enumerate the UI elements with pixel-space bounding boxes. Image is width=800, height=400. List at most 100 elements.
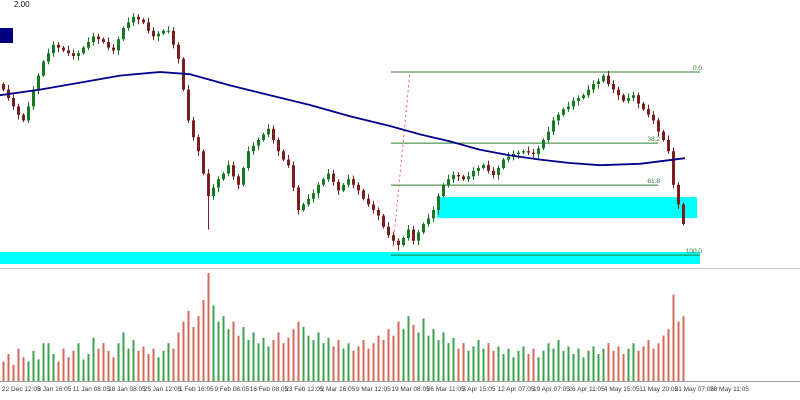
x-axis-label: 25 Jan 12:05	[144, 386, 182, 393]
candle-body	[127, 22, 130, 28]
candle-body	[412, 229, 415, 241]
candle-body	[537, 148, 540, 154]
x-axis-label: 19 Mar 08:05	[391, 386, 430, 393]
volume-bar	[602, 348, 605, 381]
volume-bar	[82, 359, 85, 381]
volume-bar	[237, 335, 240, 381]
candle-body	[487, 165, 490, 171]
candle-body	[507, 156, 510, 160]
candle-body	[502, 159, 505, 168]
candle-body	[332, 173, 335, 182]
volume-bar	[217, 321, 220, 381]
volume-bar	[437, 339, 440, 381]
candle-body	[287, 159, 290, 166]
candle-body	[252, 145, 255, 152]
candle-body	[492, 170, 495, 175]
candle-body	[337, 182, 340, 191]
candle-body	[307, 198, 310, 205]
candle-body	[552, 120, 555, 132]
candle-body	[107, 42, 110, 48]
volume-bar	[127, 348, 130, 381]
dotted-trendline[interactable]	[392, 71, 411, 247]
volume-bar	[562, 350, 565, 381]
candle-body	[452, 175, 455, 180]
candle-body	[527, 151, 530, 153]
candle-body	[657, 120, 660, 132]
candle-body	[87, 42, 90, 48]
volume-bar	[482, 348, 485, 381]
x-axis-label: 19 Apr 07:05	[533, 386, 570, 393]
fib-level-label: 38.2	[647, 136, 660, 143]
volume-bar	[517, 350, 520, 381]
candle-body	[372, 204, 375, 210]
candle-body	[12, 98, 15, 107]
volume-bar	[677, 321, 680, 381]
candle-body	[167, 30, 170, 32]
candle-body	[427, 218, 430, 224]
moving-average-line[interactable]	[0, 71, 686, 167]
volume-bar	[567, 346, 570, 381]
x-axis-label: 3 Jan 16:05	[37, 386, 71, 393]
x-axis-label: 3 Apr 15:05	[462, 386, 496, 393]
candle-body	[187, 89, 190, 121]
volume-bar	[597, 354, 600, 381]
candle-body	[462, 176, 465, 180]
volume-bar	[142, 346, 145, 381]
moving-average-layer	[0, 71, 686, 167]
candle-body	[367, 198, 370, 205]
volume-bar	[67, 357, 70, 381]
volume-bar	[507, 348, 510, 381]
candle-body	[437, 196, 440, 210]
candle-body	[377, 210, 380, 216]
candle-body	[97, 36, 100, 40]
volume-bar	[492, 350, 495, 381]
volume-bar	[62, 348, 65, 381]
highlight-zone[interactable]	[0, 252, 700, 265]
volume-bar	[417, 332, 420, 381]
candle-body	[22, 114, 25, 121]
volume-bar	[402, 329, 405, 381]
candle-body	[467, 176, 470, 180]
volume-bar	[77, 343, 80, 381]
volume-bar	[277, 332, 280, 381]
candle-body	[347, 179, 350, 185]
candle-body	[317, 184, 320, 194]
volume-bar	[22, 357, 25, 381]
volume-bar	[232, 321, 235, 381]
volume-bar	[87, 354, 90, 381]
volume-bar	[167, 343, 170, 381]
volume-bar	[202, 300, 205, 381]
x-axis-label: 26 Mar 11:05	[427, 386, 465, 393]
candle-body	[72, 53, 75, 56]
x-axis-label: 18 Jan 08:05	[108, 386, 146, 393]
candle-body	[257, 140, 260, 146]
volume-bar	[332, 346, 335, 381]
volume-bar	[447, 343, 450, 381]
candle-body	[207, 173, 210, 196]
volume-bar	[382, 339, 385, 381]
volume-bar	[257, 343, 260, 381]
candle-body	[622, 95, 625, 101]
volume-bar	[647, 339, 650, 381]
candle-body	[222, 173, 225, 180]
candle-body	[267, 128, 270, 135]
candle-body	[547, 131, 550, 140]
candle-body	[357, 184, 360, 191]
x-axis-label: 12 Apr 07:05	[498, 386, 535, 393]
candle-body	[147, 22, 150, 31]
x-axis-label: 1 Feb 16:05	[179, 386, 214, 393]
candle-body	[37, 75, 40, 90]
volume-bar	[632, 343, 635, 381]
candle-body	[162, 30, 165, 34]
candle-body	[607, 75, 610, 84]
candle-body	[82, 47, 85, 54]
volume-bar	[7, 354, 10, 381]
candle-body	[92, 36, 95, 42]
candle-body	[577, 98, 580, 101]
volume-bar	[107, 350, 110, 381]
volume-bar	[72, 350, 75, 381]
highlight-zone[interactable]	[437, 197, 697, 219]
